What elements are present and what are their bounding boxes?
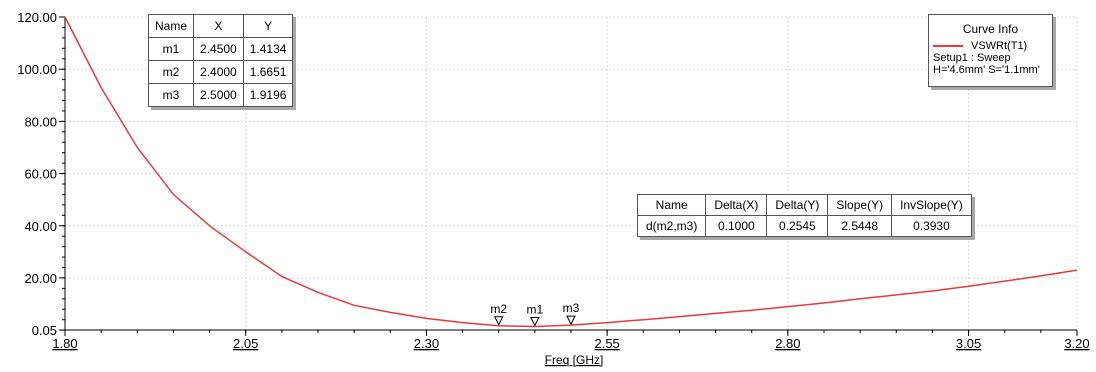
axis-layer: 1.80 2.05 2.30 2.55 2.80 3.05 3.20 120.00 100.00…: [17, 10, 1089, 351]
table-cell: 2.5448: [827, 215, 893, 237]
marker-label: m1: [527, 302, 544, 316]
delta-row: d(m2,m3) 0.1000 0.2545 2.5448 0.3930: [636, 215, 972, 237]
marker-triangle: [530, 316, 540, 327]
delta-table: Name Delta(X) Delta(Y) Slope(Y) InvSlope(Y) d…: [636, 194, 972, 237]
marker-layer: m2 m1 m3: [490, 301, 580, 327]
y-tick-label: 0.05: [32, 323, 57, 338]
x-tick-label: 2.55: [594, 336, 619, 351]
table-cell: 2.4000: [193, 60, 244, 84]
legend-entry: VSWRt(T1): [929, 40, 1052, 52]
x-tick-label: 1.80: [52, 336, 77, 351]
marker-row: m2 2.4000 1.6651: [147, 60, 294, 84]
curve-info-params: H='4.6mm' S='1.1mm': [933, 64, 1040, 76]
x-tick-label: 2.30: [414, 336, 439, 351]
curve-info-setup: Setup1 : Sweep: [933, 52, 1011, 64]
x-tick-label: 2.05: [233, 336, 258, 351]
table-cell: 2.4500: [193, 37, 244, 61]
legend-swatch: [933, 45, 963, 47]
table-cell: 0.1000: [705, 215, 768, 237]
table-cell: 1.4134: [242, 37, 294, 61]
table-cell: 0.3930: [891, 215, 972, 237]
marker-triangle: [566, 315, 576, 326]
table-cell: d(m2,m3): [636, 215, 707, 237]
table-header-row: Name X Y: [147, 14, 294, 38]
table-cell: 1.9196: [242, 83, 294, 107]
table-cell: 1.6651: [242, 60, 294, 84]
y-tick-label: 20.00: [24, 271, 57, 286]
table-header-cell: X: [193, 14, 244, 38]
x-tick-label: 3.20: [1064, 336, 1089, 351]
y-tick-label: 40.00: [24, 219, 57, 234]
marker-row: m3 2.5000 1.9196: [147, 83, 294, 107]
marker-label: m3: [563, 301, 580, 315]
table-cell: 0.2545: [766, 215, 829, 237]
x-tick-label: 3.05: [956, 336, 981, 351]
table-cell: m2: [147, 60, 195, 84]
y-tick-label: 120.00: [17, 10, 57, 25]
table-cell: 2.5000: [193, 83, 244, 107]
curve-info-legend: Curve Info VSWRt(T1) Setup1 : Sweep H='4…: [928, 14, 1053, 87]
x-tick-label: 2.80: [775, 336, 800, 351]
table-header-cell: Name: [636, 194, 707, 216]
table-header-cell: Delta(X): [705, 194, 768, 216]
marker-label: m2: [490, 302, 507, 316]
y-tick-label: 80.00: [24, 114, 57, 129]
y-tick-label: 100.00: [17, 62, 57, 77]
table-cell: m1: [147, 37, 195, 61]
table-header-cell: Name: [147, 14, 195, 38]
curve-info-title: Curve Info: [962, 22, 1019, 36]
table-header-cell: Delta(Y): [766, 194, 829, 216]
marker-triangle: [493, 316, 504, 326]
table-header-cell: Y: [242, 14, 294, 38]
table-cell: m3: [147, 83, 195, 107]
legend-trace-name: VSWRt(T1): [971, 40, 1028, 52]
table-header-cell: Slope(Y): [827, 194, 893, 216]
table-header-cell: InvSlope(Y): [891, 194, 972, 216]
marker-row: m1 2.4500 1.4134: [147, 37, 294, 61]
table-header-row: Name Delta(X) Delta(Y) Slope(Y) InvSlope(Y): [636, 194, 972, 216]
y-tick-label: 60.00: [24, 167, 57, 182]
x-axis-label: Freq [GHz]: [545, 353, 604, 367]
